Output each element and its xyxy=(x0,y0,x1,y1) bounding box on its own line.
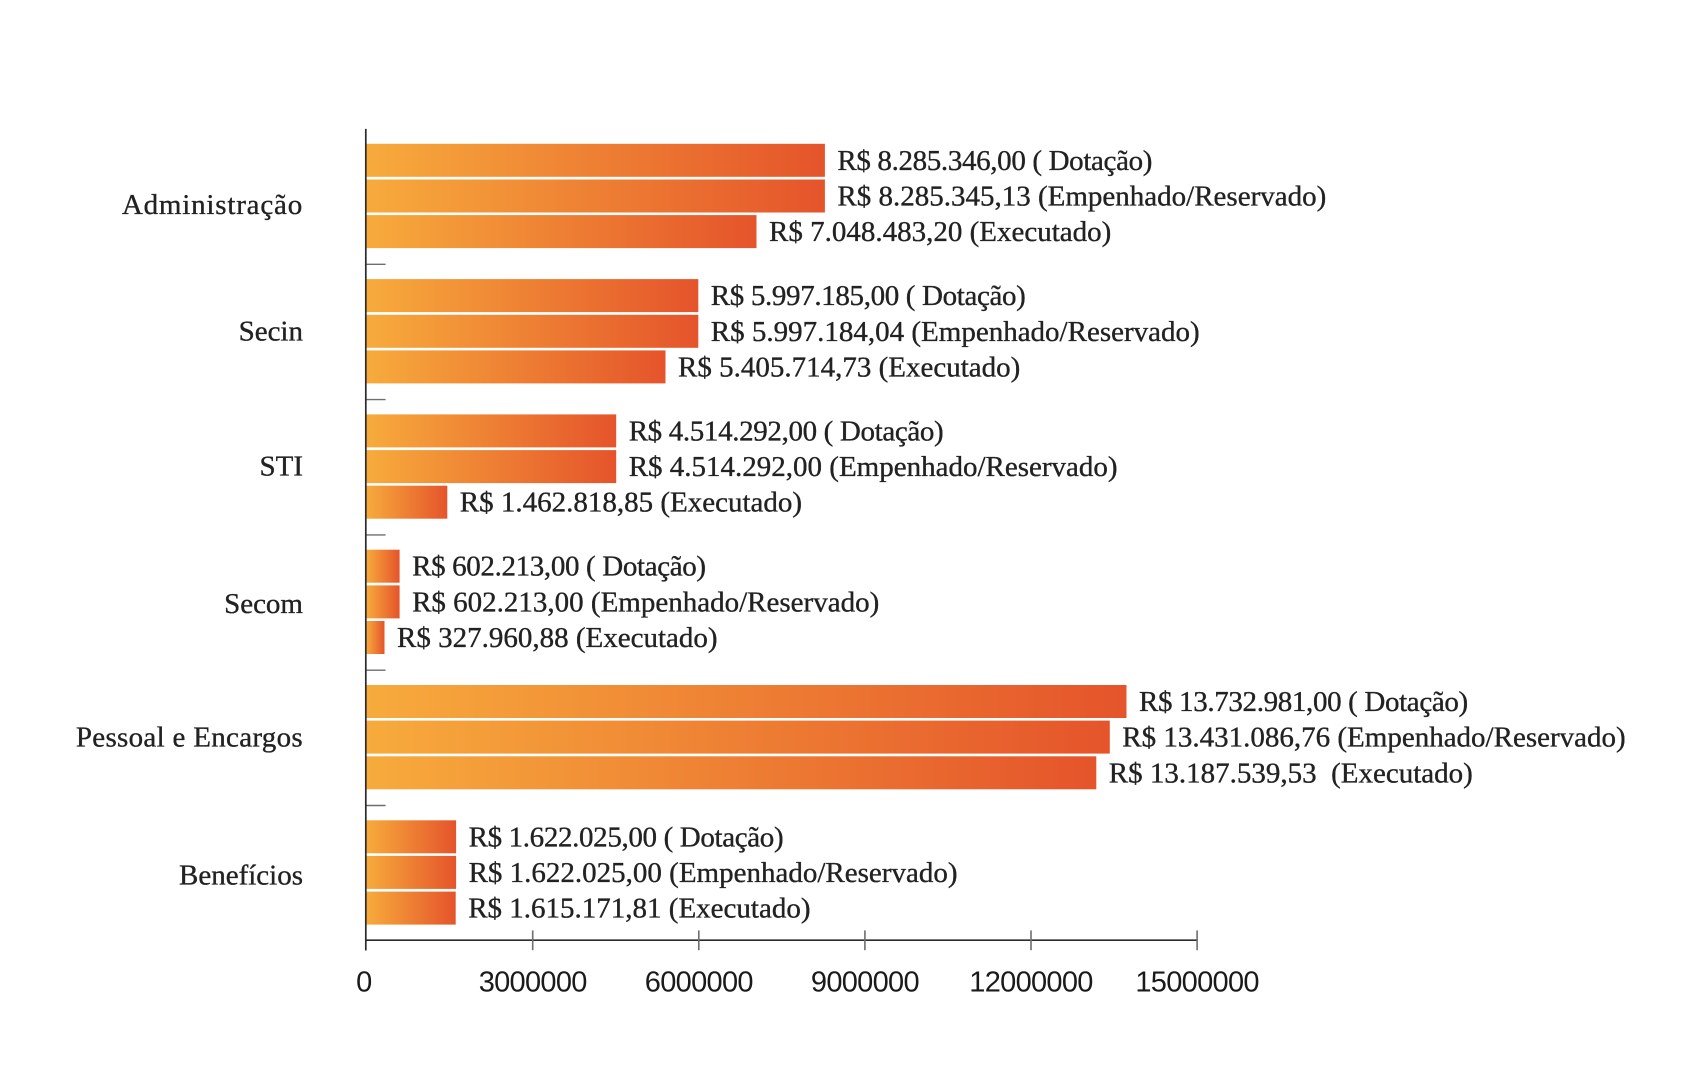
svg-text:9000000: 9000000 xyxy=(811,967,919,999)
svg-text:12000000: 12000000 xyxy=(969,967,1092,999)
svg-text:R$ 602.213,00 (Empenhado/Reser: R$ 602.213,00 (Empenhado/Reservado) xyxy=(412,586,879,618)
svg-text:R$ 13.187.539,53 (Executado): R$ 13.187.539,53 (Executado) xyxy=(1109,757,1473,789)
svg-text:R$ 1.622.025,00 ( Dotação): R$ 1.622.025,00 ( Dotação) xyxy=(469,821,784,853)
svg-text:3000000: 3000000 xyxy=(479,967,587,999)
svg-text:STI: STI xyxy=(260,451,304,483)
svg-text:R$ 1.622.025,00 (Empenhado/Res: R$ 1.622.025,00 (Empenhado/Reservado) xyxy=(469,857,958,889)
svg-text:R$ 4.514.292,00 (Empenhado/Res: R$ 4.514.292,00 (Empenhado/Reservado) xyxy=(629,451,1118,483)
svg-text:R$ 5.997.184,04 (Empenhado/Res: R$ 5.997.184,04 (Empenhado/Reservado) xyxy=(711,316,1200,348)
svg-text:15000000: 15000000 xyxy=(1135,967,1258,999)
svg-text:R$ 5.997.185,00 ( Dotação): R$ 5.997.185,00 ( Dotação) xyxy=(711,280,1026,312)
svg-text:R$ 1.462.818,85 (Executado): R$ 1.462.818,85 (Executado) xyxy=(460,487,802,519)
svg-text:Administração: Administração xyxy=(122,189,303,221)
svg-text:R$ 4.514.292,00 ( Dotação): R$ 4.514.292,00 ( Dotação) xyxy=(629,415,944,447)
svg-text:R$ 602.213,00 ( Dotação): R$ 602.213,00 ( Dotação) xyxy=(412,551,706,583)
svg-text:R$ 8.285.346,00 ( Dotação): R$ 8.285.346,00 ( Dotação) xyxy=(837,145,1152,177)
svg-text:R$ 7.048.483,20 (Executado): R$ 7.048.483,20 (Executado) xyxy=(769,216,1111,248)
svg-text:Secin: Secin xyxy=(239,316,304,348)
svg-text:Pessoal e Encargos: Pessoal e Encargos xyxy=(76,722,303,754)
svg-text:R$ 8.285.345,13 (Empenhado/Res: R$ 8.285.345,13 (Empenhado/Reservado) xyxy=(837,181,1326,213)
svg-text:Benefícios: Benefícios xyxy=(179,859,303,891)
svg-text:0: 0 xyxy=(356,967,371,999)
svg-text:R$ 13.732.981,00 ( Dotação): R$ 13.732.981,00 ( Dotação) xyxy=(1139,686,1468,718)
svg-text:R$ 327.960,88 (Executado): R$ 327.960,88 (Executado) xyxy=(397,622,718,654)
svg-text:R$ 1.615.171,81 (Executado): R$ 1.615.171,81 (Executado) xyxy=(468,893,810,925)
svg-text:R$ 5.405.714,73 (Executado): R$ 5.405.714,73 (Executado) xyxy=(678,351,1020,383)
svg-text:R$ 13.431.086,76 (Empenhado/Re: R$ 13.431.086,76 (Empenhado/Reservado) xyxy=(1122,722,1625,754)
svg-text:Secom: Secom xyxy=(224,588,303,620)
svg-text:6000000: 6000000 xyxy=(645,967,753,999)
